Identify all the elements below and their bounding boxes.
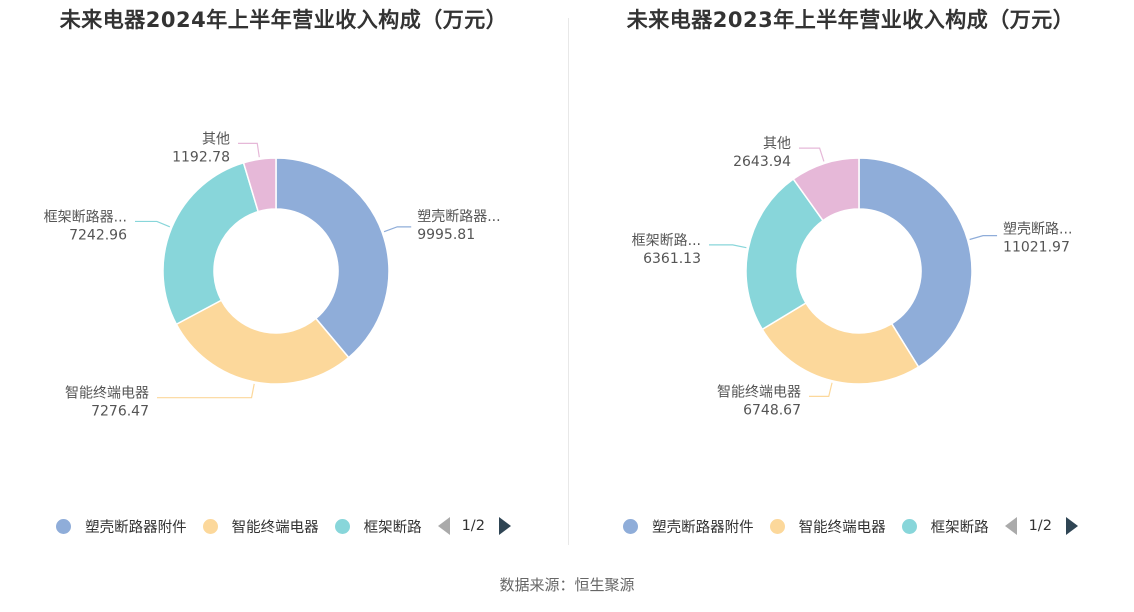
legend: 塑壳断路器附件 智能终端电器 框架断路 1/2 (0, 512, 567, 540)
legend-dot (769, 518, 785, 534)
chart-title: 未来电器2024年上半年营业收入构成（万元） (59, 8, 508, 32)
label-leader-line (135, 220, 171, 228)
legend-item-frame-breaker[interactable]: 框架断路 (334, 516, 422, 537)
legend-item-molded-case-accessories[interactable]: 塑壳断路器附件 (623, 516, 754, 537)
slice-label-name: 其他 (763, 136, 791, 152)
pager-prev-icon[interactable] (1004, 517, 1017, 535)
legend-dot (623, 518, 639, 534)
slice-label-name: 智能终端电器 (717, 384, 801, 400)
slice-label-value: 11021.97 (1003, 240, 1070, 256)
pager-page-indicator: 1/2 (461, 518, 485, 534)
slice-label-name: 塑壳断路器... (417, 208, 500, 225)
pager-next-icon[interactable] (1065, 517, 1078, 535)
pager-next-icon[interactable] (498, 517, 511, 535)
legend-dot (202, 518, 218, 534)
legend-dot (901, 518, 917, 534)
chart-panel-2023: 未来电器2023年上半年营业收入构成（万元） 塑壳断路... 11021.97 智能… (567, 0, 1134, 545)
legend-label: 塑壳断路器附件 (85, 519, 187, 536)
pager-prev-icon[interactable] (437, 517, 450, 535)
label-leader-line (157, 383, 255, 399)
donut-slice[interactable] (175, 299, 350, 385)
slice-label-value: 6748.67 (743, 402, 801, 418)
slice-label-name: 其他 (202, 131, 230, 147)
slice-label-value: 7276.47 (91, 404, 149, 420)
pager-page-indicator: 1/2 (1028, 518, 1052, 534)
donut-slice[interactable] (162, 161, 260, 326)
slice-label-name: 塑壳断路... (1003, 221, 1072, 238)
slice-label-value: 2643.94 (733, 154, 791, 170)
donut-slice[interactable] (275, 157, 390, 359)
label-leader-line (969, 235, 998, 241)
donut-slice[interactable] (858, 157, 973, 369)
legend-label: 智能终端电器 (231, 519, 319, 536)
donut-chart-2024: 塑壳断路器... 9995.81 智能终端电器 7276.47 框架断路器... 7242… (44, 131, 501, 420)
label-leader-line (709, 244, 747, 249)
slice-label-name: 框架断路... (632, 233, 701, 249)
label-leader-line (238, 142, 260, 158)
donut-slice[interactable] (242, 157, 277, 213)
donut-chart-2023: 塑壳断路... 11021.97 智能终端电器 6748.67 框架断路... 6361.… (632, 136, 1073, 418)
legend-label: 框架断路 (930, 519, 989, 536)
slice-label-name: 智能终端电器 (65, 386, 149, 402)
legend-dot (56, 518, 72, 534)
legend-pager: 1/2 (437, 517, 511, 535)
legend-dot (334, 518, 350, 534)
donut-slice[interactable] (761, 301, 920, 385)
legend-item-molded-case-accessories[interactable]: 塑壳断路器附件 (56, 516, 187, 537)
legend-label: 智能终端电器 (798, 519, 886, 536)
donut-slice[interactable] (745, 178, 824, 331)
legend-label: 塑壳断路器附件 (652, 519, 754, 536)
slice-label-value: 7242.96 (69, 227, 127, 243)
legend-item-smart-terminal[interactable]: 智能终端电器 (202, 516, 319, 537)
legend-item-smart-terminal[interactable]: 智能终端电器 (769, 516, 886, 537)
legend: 塑壳断路器附件 智能终端电器 框架断路 1/2 (567, 512, 1134, 540)
slice-label-value: 1192.78 (172, 149, 230, 165)
donut-slice[interactable] (792, 157, 860, 222)
label-leader-line (383, 226, 412, 233)
legend-item-frame-breaker[interactable]: 框架断路 (901, 516, 989, 537)
chart-panel-2024: 未来电器2024年上半年营业收入构成（万元） 塑壳断路器... 9995.81 智能… (0, 0, 567, 545)
legend-pager: 1/2 (1004, 517, 1078, 535)
panel-divider (568, 18, 569, 545)
label-leader-line (799, 147, 825, 162)
slice-label-value: 9995.81 (417, 227, 475, 243)
data-source: 数据来源：恒生聚源 (499, 576, 635, 594)
slice-label-value: 6361.13 (643, 251, 701, 267)
slice-label-name: 框架断路器... (44, 209, 127, 225)
chart-title: 未来电器2023年上半年营业收入构成（万元） (626, 8, 1075, 32)
legend-label: 框架断路 (363, 519, 422, 536)
label-leader-line (809, 382, 833, 398)
